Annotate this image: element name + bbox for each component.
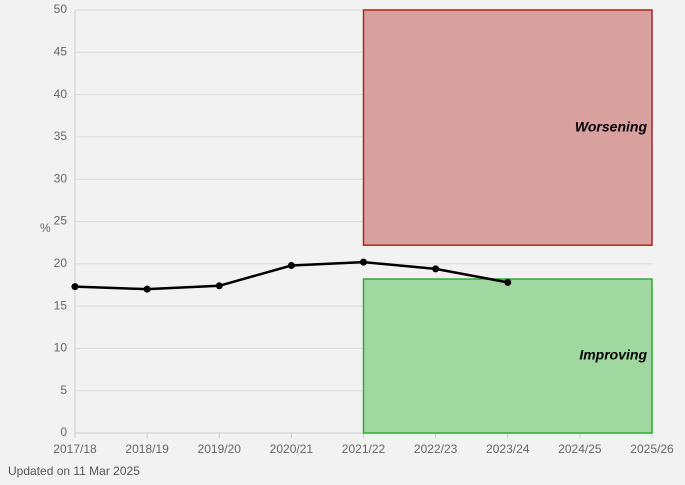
- data-point: [432, 265, 440, 273]
- y-tick-label: 10: [54, 341, 68, 355]
- data-point: [71, 283, 79, 291]
- footer: Updated on 11 Mar 2025: [8, 464, 140, 478]
- y-tick-label: 40: [54, 87, 68, 101]
- x-tick-label: 2022/23: [414, 442, 458, 456]
- x-tick-label: 2023/24: [486, 442, 530, 456]
- data-point: [360, 258, 367, 266]
- data-point: [287, 261, 295, 269]
- x-tick-label: 2018/19: [125, 442, 169, 456]
- region-label: Worsening: [575, 118, 648, 134]
- y-tick-label: 35: [54, 129, 68, 143]
- y-tick-label: 45: [54, 44, 68, 58]
- x-tick-label: 2024/25: [558, 442, 602, 456]
- y-axis-label: %: [40, 221, 51, 235]
- data-point: [504, 278, 512, 286]
- y-tick-label: 0: [60, 425, 67, 439]
- x-tick-label: 2019/20: [198, 442, 242, 456]
- y-tick-label: 25: [54, 214, 68, 228]
- y-tick-label: 15: [54, 298, 68, 312]
- y-tick-label: 5: [60, 383, 67, 397]
- x-tick-label: 2017/18: [53, 442, 97, 456]
- y-tick-label: 50: [54, 2, 68, 16]
- data-point: [143, 285, 151, 293]
- region: [362, 9, 653, 246]
- region: [362, 278, 653, 434]
- y-tick-label: 20: [54, 256, 68, 270]
- data-point: [215, 282, 223, 290]
- x-tick-label: 2020/21: [270, 442, 314, 456]
- x-tick-label: 2021/22: [342, 442, 386, 456]
- x-tick-label: 2025/26: [630, 442, 674, 456]
- region-label: Improving: [579, 347, 647, 363]
- y-tick-label: 30: [54, 171, 68, 185]
